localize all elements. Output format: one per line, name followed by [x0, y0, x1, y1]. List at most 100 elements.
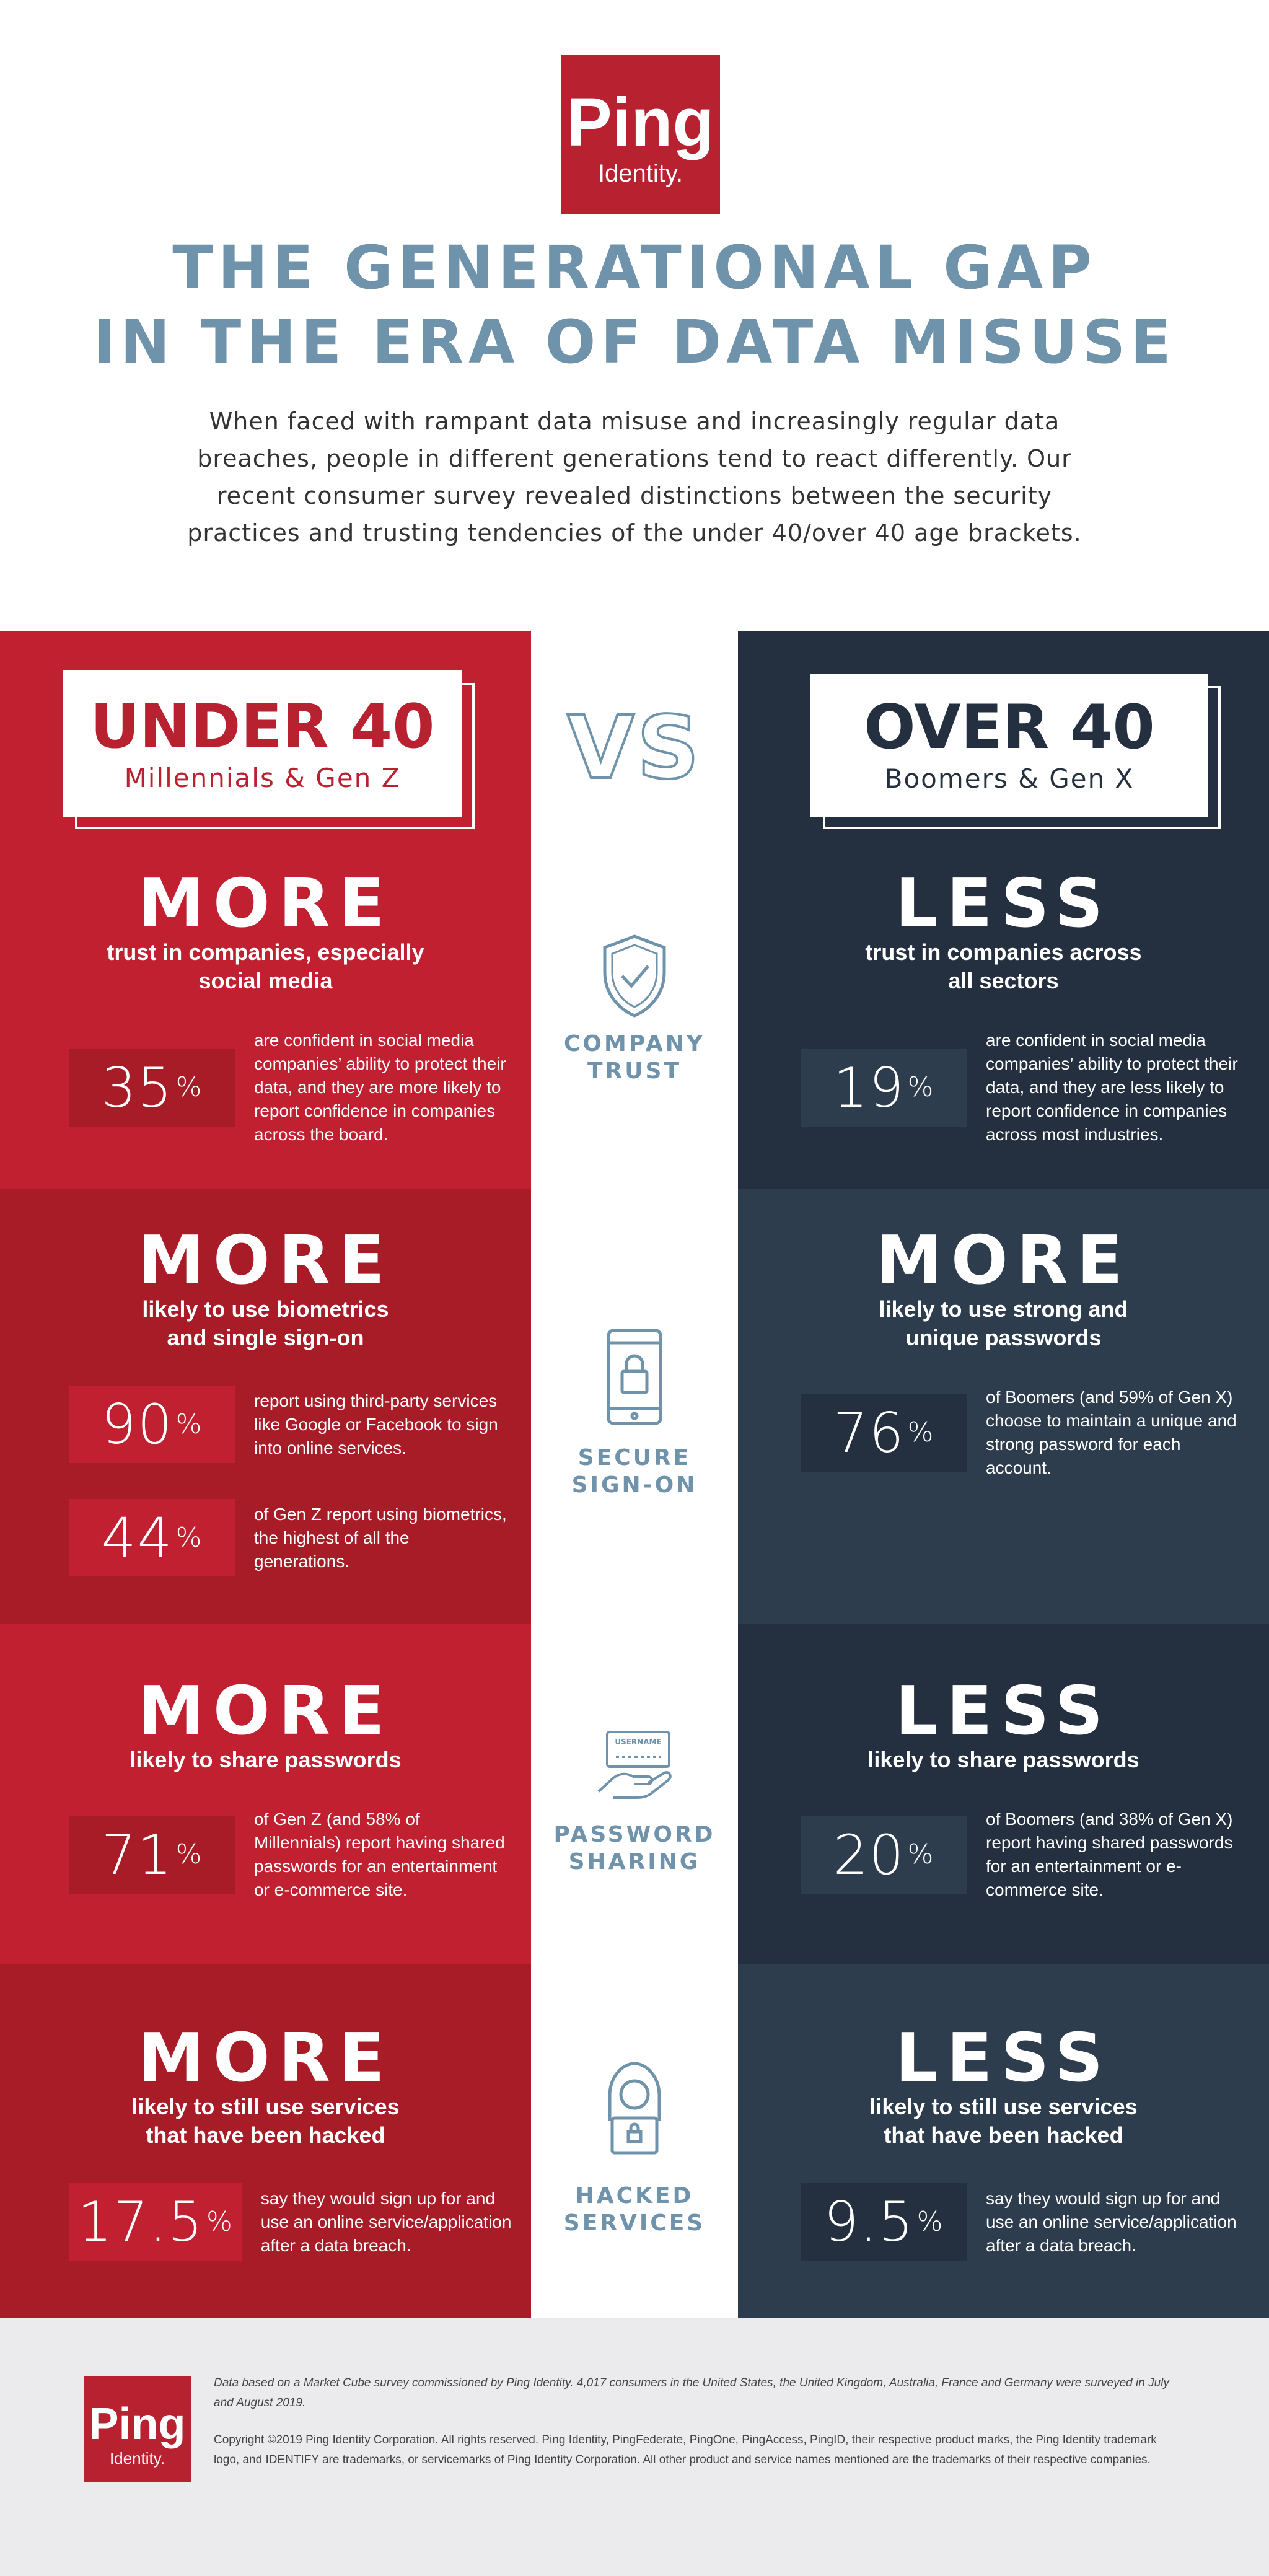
subheading: that have been hacked: [146, 2122, 385, 2148]
stat-unit: %: [175, 1408, 203, 1440]
column-header: OVER 40 Boomers & Gen X: [810, 674, 1208, 817]
stat-value: 19: [833, 1055, 905, 1120]
subheading: likely to use biometrics: [142, 1296, 389, 1322]
hacker-icon: [608, 2062, 661, 2155]
subheading: likely to share passwords: [130, 1747, 402, 1772]
stat-text: say they would sign up for and use an on…: [986, 2188, 1237, 2255]
footer: [0, 2318, 1269, 2576]
column-title: OVER 40: [864, 692, 1155, 763]
title-line: IN THE ERA OF DATA MISUSE: [93, 307, 1176, 377]
subheading: trust in companies across: [865, 939, 1142, 965]
stat-text: are confident in social media companies’…: [986, 1031, 1238, 1144]
heading: LESS: [895, 865, 1112, 943]
column-title: UNDER 40: [90, 692, 435, 762]
heading: MORE: [876, 1222, 1131, 1299]
footer-copyright: Copyright ©2019 Ping Identity Corporatio…: [214, 2433, 1157, 2466]
stat-text: of Boomers (and 59% of Gen X) choose to …: [986, 1387, 1237, 1477]
stat: 17.5% say they would sign up for and use …: [0, 2183, 531, 2261]
stat-text: of Boomers (and 38% of Gen X) report hav…: [986, 1809, 1233, 1899]
category-label-line: PASSWORD: [553, 1822, 716, 1847]
stat-unit: %: [175, 1071, 203, 1103]
category-label: COMPANY TRUST: [531, 1031, 738, 1085]
stat-value: 17.5: [77, 2190, 204, 2254]
stat: 44% of Gen Z report using biometrics, the…: [0, 1499, 531, 1576]
stat: 9.5% say they would sign up for and use a…: [738, 2183, 1269, 2261]
stat: 20% of Boomers (and 38% of Gen X) report …: [738, 1808, 1269, 1902]
category-label-line: SECURE: [577, 1445, 692, 1470]
subheading: social media: [198, 968, 333, 993]
logo-sub: Identity.: [597, 160, 683, 187]
column-header: UNDER 40 Millennials & Gen Z: [63, 670, 462, 817]
stat-box: 76%: [801, 1394, 967, 1472]
card-icon: USERNAME: [597, 1731, 672, 1799]
stat-text: of Gen Z report using biometrics, the hi…: [254, 1504, 507, 1571]
shield-icon: [603, 934, 666, 1018]
cell: MORE likely to use strong and unique passw…: [738, 1189, 1269, 1624]
stat-unit: %: [175, 1521, 203, 1554]
cell: MORE likely to use biometrics and single s…: [0, 1189, 531, 1624]
stat-text: are confident in social media companies’…: [254, 1031, 506, 1144]
stat-box: 20%: [801, 1816, 967, 1894]
category-label: HACKED SERVICES: [531, 2183, 738, 2237]
category-label-line: TRUST: [587, 1058, 682, 1084]
category-label-line: SHARING: [568, 1849, 701, 1875]
subheading: and single sign-on: [167, 1325, 364, 1350]
stat-unit: %: [907, 1417, 935, 1448]
stat-unit: %: [916, 2205, 944, 2238]
stat-value: 9.5: [823, 2190, 915, 2254]
stat-value: 20: [833, 1822, 905, 1887]
stat: 35% are confident in social media compani…: [0, 1029, 531, 1146]
vs-text: VS: [567, 698, 701, 799]
subheading: likely to share passwords: [867, 1747, 1139, 1772]
subheading: unique passwords: [905, 1325, 1102, 1350]
stat: 76% of Boomers (and 59% of Gen X) choose …: [738, 1386, 1269, 1480]
subheading: likely to still use services: [131, 2094, 400, 2119]
category-label-line: HACKED: [575, 2183, 694, 2209]
category-label: PASSWORD SHARING: [531, 1821, 738, 1876]
heading: MORE: [138, 1673, 393, 1750]
stat-value: 90: [101, 1392, 173, 1456]
cell: LESS likely to still use services that hav…: [738, 1964, 1269, 2318]
icon-text: USERNAME: [615, 1738, 661, 1746]
stat-box: 35%: [69, 1048, 235, 1127]
heading: LESS: [895, 1673, 1112, 1750]
stat-box: 71%: [69, 1816, 235, 1894]
row: MORE likely to share passwords 71% of Gen Z…: [0, 1624, 1269, 1964]
footer-note: Data based on a Market Cube survey commi…: [214, 2376, 1169, 2409]
stat-unit: %: [907, 1839, 935, 1870]
subheading: likely to use strong and: [879, 1296, 1128, 1322]
subheading: that have been hacked: [884, 2122, 1123, 2148]
subheading: likely to still use services: [869, 2094, 1138, 2119]
logo-sub: Identity.: [109, 2449, 165, 2468]
logo: Ping Identity.: [561, 55, 720, 214]
stat-text: of Gen Z (and 58% of Millennials) report…: [254, 1809, 505, 1899]
stat-unit: %: [907, 1071, 935, 1103]
heading: MORE: [138, 865, 393, 943]
footer-logo: Ping Identity.: [84, 2376, 191, 2482]
cell: LESS likely to share passwords 20% of Boome…: [738, 1624, 1269, 1964]
intro: When faced with rampant data misuse and …: [187, 408, 1082, 547]
category-label: SECURE SIGN-ON: [531, 1444, 738, 1499]
vs: VS: [566, 697, 701, 800]
stat-text: say they would sign up for and use an on…: [260, 2188, 512, 2255]
stat-value: 35: [101, 1055, 173, 1120]
logo-name: Ping: [89, 2399, 186, 2449]
title-line: THE GENERATIONAL GAP: [172, 233, 1097, 302]
stat-value: 71: [101, 1822, 173, 1887]
category-label-line: SIGN-ON: [571, 1472, 698, 1498]
heading: LESS: [895, 2020, 1112, 2097]
column-subtitle: Millennials & Gen Z: [124, 763, 401, 793]
row: MORE likely to still use services that hav…: [0, 1964, 1269, 2318]
subheading: trust in companies, especially: [107, 939, 424, 965]
stat-box: 19%: [801, 1048, 967, 1127]
subheading: all sectors: [948, 968, 1059, 993]
cell: MORE likely to share passwords 71% of Gen Z…: [0, 1624, 531, 1964]
cell: MORE likely to still use services that hav…: [0, 1964, 531, 2318]
heading: MORE: [138, 1222, 393, 1299]
stat: 90% report using third-party services lik…: [0, 1386, 531, 1463]
stat-unit: %: [206, 2205, 234, 2238]
stat-value: 44: [101, 1506, 173, 1570]
stat: 19% are confident in social media compani…: [738, 1029, 1269, 1146]
category-label-line: SERVICES: [563, 2210, 706, 2236]
logo-name: Ping: [566, 84, 714, 160]
